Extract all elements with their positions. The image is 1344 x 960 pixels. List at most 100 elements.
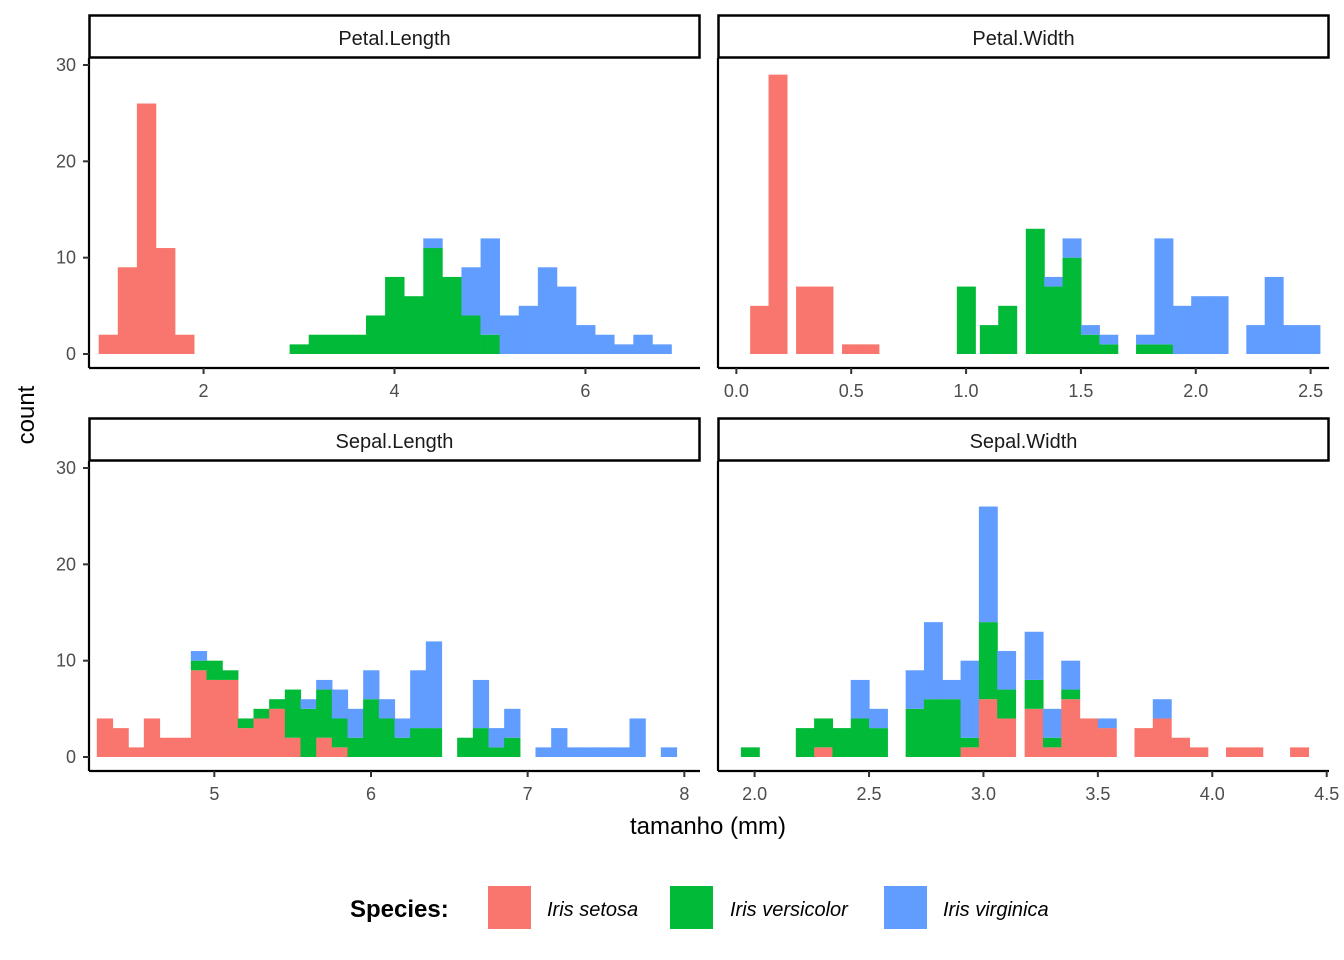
bar-setosa [1134, 728, 1154, 757]
bar-virginica [472, 679, 490, 729]
bar-setosa [796, 286, 816, 354]
bar-setosa [175, 737, 192, 757]
bar-versicolor [461, 315, 481, 354]
facet-strip-label: Petal.Length [338, 28, 450, 50]
facet-strip [88, 14, 701, 59]
x-axis-title: tamanho (mm) [630, 813, 786, 840]
bar-virginica [1172, 305, 1192, 354]
x-tick-label: 6 [366, 784, 376, 804]
bar-virginica [595, 334, 615, 354]
bar-versicolor [1136, 344, 1156, 354]
bar-setosa [117, 267, 138, 354]
bar-virginica [1154, 238, 1174, 345]
bar-versicolor [363, 699, 380, 757]
bar-virginica [660, 747, 678, 757]
bar-virginica [537, 267, 558, 354]
bar-virginica [480, 238, 500, 335]
bar-virginica [582, 747, 599, 757]
bar-setosa [1061, 699, 1081, 757]
y-tick-label: 20 [56, 151, 76, 171]
bar-setosa [1079, 718, 1099, 757]
facet-strip [88, 417, 701, 462]
bar-virginica [613, 747, 631, 757]
x-tick-label: 2.0 [742, 784, 767, 804]
bar-setosa [750, 305, 770, 354]
bar-setosa [206, 679, 223, 757]
bar-versicolor [300, 708, 317, 757]
bar-versicolor [740, 747, 760, 757]
bar-versicolor [795, 728, 815, 757]
bar-setosa [1024, 708, 1044, 757]
bar-versicolor [1061, 689, 1081, 700]
bar-versicolor [327, 334, 348, 354]
bar-versicolor [850, 718, 870, 757]
bar-virginica [869, 708, 888, 729]
bar-setosa [222, 679, 239, 757]
bar-setosa [1244, 747, 1264, 757]
bar-setosa [269, 708, 286, 757]
bar-versicolor [480, 334, 500, 354]
bar-virginica [1136, 334, 1156, 345]
bar-versicolor [998, 305, 1018, 354]
bar-virginica [1152, 699, 1172, 719]
y-tick-label: 30 [56, 55, 76, 75]
bar-setosa [316, 737, 333, 757]
bar-virginica [425, 641, 443, 729]
bar-virginica [978, 506, 998, 623]
x-tick-label: 0.0 [724, 381, 749, 401]
bar-versicolor [923, 699, 943, 757]
bar-versicolor [1154, 344, 1174, 354]
bar-virginica [1024, 631, 1044, 680]
bar-versicolor [442, 276, 462, 354]
bar-virginica [461, 267, 481, 316]
bar-virginica [518, 305, 539, 354]
bar-setosa [960, 747, 980, 757]
bar-virginica [410, 670, 427, 729]
bar-setosa [1152, 718, 1172, 757]
bar-virginica [1209, 296, 1229, 354]
bar-versicolor [410, 728, 427, 757]
bar-virginica [331, 689, 349, 719]
x-tick-label: 1.5 [1068, 381, 1093, 401]
bar-versicolor [190, 660, 208, 671]
bar-versicolor [472, 728, 490, 757]
legend-title: Species: [350, 896, 449, 923]
facet-strip-label: Sepal.Length [336, 431, 454, 453]
bar-setosa [190, 670, 208, 757]
bar-virginica [629, 718, 646, 757]
bar-versicolor [423, 248, 443, 354]
bar-setosa [96, 718, 114, 757]
facet-strip-label: Petal.Width [972, 28, 1074, 50]
bar-setosa [997, 718, 1017, 757]
bar-setosa [842, 344, 862, 354]
facet-panel: Sepal.Length 0 10 20 30 5 6 7 8 [56, 417, 701, 804]
bar-virginica [1264, 276, 1284, 354]
bar-virginica [1042, 708, 1062, 738]
bar-versicolor [385, 276, 405, 354]
bar-virginica [488, 728, 505, 748]
bar-virginica [499, 315, 520, 354]
bar-versicolor [832, 728, 852, 757]
y-tick-label: 10 [56, 651, 76, 671]
x-tick-label: 3.0 [971, 784, 996, 804]
bar-versicolor [289, 344, 310, 354]
x-tick-label: 6 [580, 381, 590, 401]
bar-virginica [850, 679, 870, 719]
bar-versicolor [366, 315, 386, 354]
bar-virginica [551, 728, 568, 757]
bar-versicolor [814, 718, 834, 748]
bar-versicolor [1080, 334, 1100, 354]
facet-panels: Petal.Length 0 10 20 30 2 4 6 Petal.Width 0.0 0.5 1… [56, 14, 1339, 804]
facet-panel: Sepal.Width 2.0 2.5 3.0 3.5 4.0 4.5 [716, 417, 1339, 804]
bar-virginica [535, 747, 552, 757]
bar-versicolor [504, 737, 521, 757]
bar-virginica [1061, 660, 1081, 690]
bar-versicolor [206, 660, 223, 680]
x-tick-label: 2.5 [857, 784, 882, 804]
bar-virginica [347, 708, 364, 738]
x-tick-label: 7 [523, 784, 533, 804]
bar-setosa [331, 747, 349, 757]
bar-virginica [1246, 325, 1266, 354]
bar-virginica [1097, 718, 1117, 729]
bar-versicolor [1099, 344, 1119, 354]
